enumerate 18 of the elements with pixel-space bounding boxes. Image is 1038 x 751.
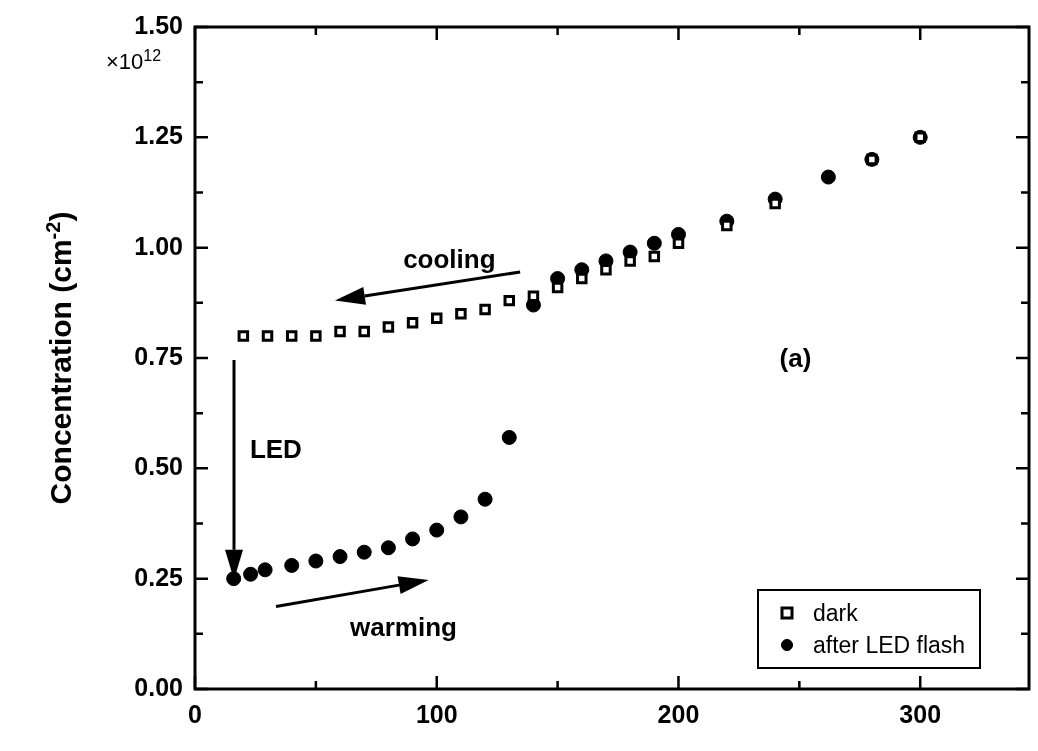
annotation: cooling	[403, 243, 496, 275]
x-tick-label: 300	[899, 699, 942, 728]
y-tick-label: 0.75	[134, 341, 184, 370]
x-tick-label: 200	[657, 699, 700, 728]
y-tick-label: 0.00	[134, 672, 183, 701]
y-tick-label: 0.50	[134, 452, 183, 481]
x-tick-label: 0	[188, 699, 202, 728]
y-tick-label: 1.25	[134, 121, 184, 150]
x-tick-label: 100	[415, 699, 458, 728]
annotation: warming	[350, 611, 457, 643]
y-tick-label: 0.25	[134, 562, 184, 591]
legend-label: after LED flash	[813, 631, 966, 659]
annotation: LED	[249, 433, 302, 465]
annotation: (a)	[779, 342, 812, 374]
text: ×10$^{12}$	[106, 47, 162, 76]
y-tick-label: 1.00	[134, 231, 183, 260]
legend-label: dark	[813, 599, 858, 627]
y-tick-label: 1.50	[134, 10, 183, 39]
